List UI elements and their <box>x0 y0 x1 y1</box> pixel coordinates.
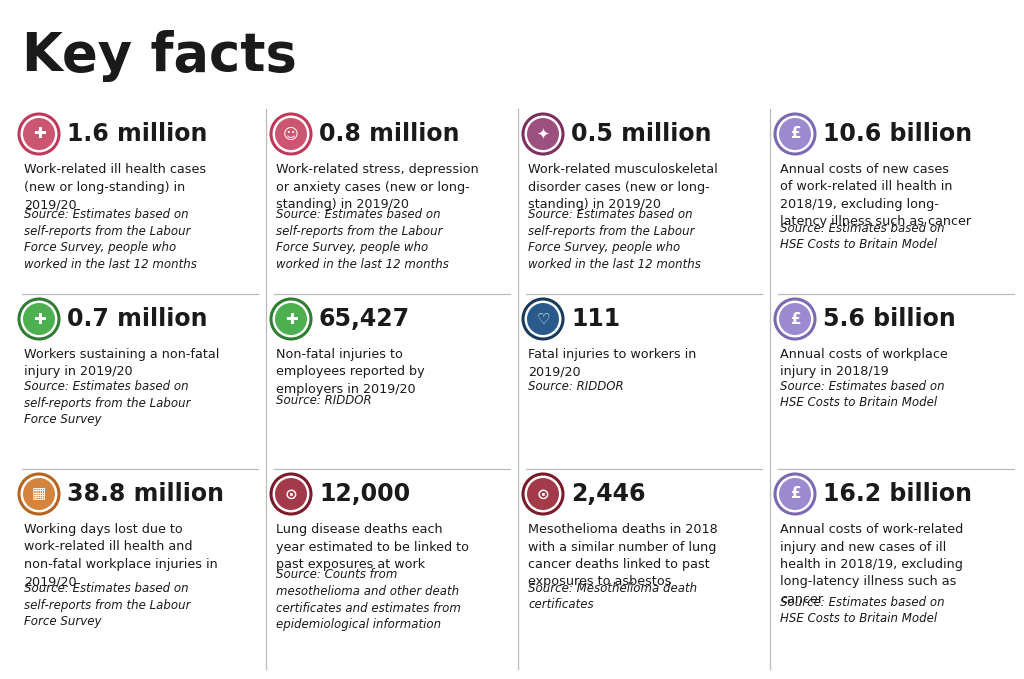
Text: ✚: ✚ <box>33 312 45 327</box>
Circle shape <box>275 118 307 150</box>
Text: 2,446: 2,446 <box>571 482 645 506</box>
Text: Work-related stress, depression
or anxiety cases (new or long-
standing) in 2019: Work-related stress, depression or anxie… <box>276 163 479 211</box>
Text: Source: RIDDOR: Source: RIDDOR <box>276 394 372 407</box>
Text: Lung disease deaths each
year estimated to be linked to
past exposures at work: Lung disease deaths each year estimated … <box>276 523 469 571</box>
Text: Source: Estimates based on
self-reports from the Labour
Force Survey, people who: Source: Estimates based on self-reports … <box>276 208 449 271</box>
Text: Work-related musculoskeletal
disorder cases (new or long-
standing) in 2019/20: Work-related musculoskeletal disorder ca… <box>528 163 718 211</box>
Text: Source: Estimates based on
HSE Costs to Britain Model: Source: Estimates based on HSE Costs to … <box>780 222 944 251</box>
Text: Source: Estimates based on
HSE Costs to Britain Model: Source: Estimates based on HSE Costs to … <box>780 380 944 409</box>
Text: 38.8 million: 38.8 million <box>67 482 224 506</box>
Text: ☺: ☺ <box>283 126 299 141</box>
Text: Annual costs of workplace
injury in 2018/19: Annual costs of workplace injury in 2018… <box>780 348 948 378</box>
Text: Annual costs of work-related
injury and new cases of ill
health in 2018/19, excl: Annual costs of work-related injury and … <box>780 523 964 606</box>
Text: Source: Estimates based on
self-reports from the Labour
Force Survey: Source: Estimates based on self-reports … <box>24 582 190 628</box>
Text: 1.6 million: 1.6 million <box>67 122 208 146</box>
Text: Working days lost due to
work-related ill health and
non-fatal workplace injurie: Working days lost due to work-related il… <box>24 523 218 589</box>
Text: 0.8 million: 0.8 million <box>319 122 460 146</box>
Text: ✚: ✚ <box>285 312 297 327</box>
Text: 0.7 million: 0.7 million <box>67 307 208 331</box>
Circle shape <box>275 478 307 510</box>
Text: Source: Mesothelioma death
certificates: Source: Mesothelioma death certificates <box>528 582 697 612</box>
Text: Workers sustaining a non-fatal
injury in 2019/20: Workers sustaining a non-fatal injury in… <box>24 348 219 378</box>
Text: 5.6 billion: 5.6 billion <box>823 307 955 331</box>
Circle shape <box>527 303 559 335</box>
Circle shape <box>527 478 559 510</box>
Text: 0.5 million: 0.5 million <box>571 122 712 146</box>
Circle shape <box>779 303 811 335</box>
Text: ✦: ✦ <box>537 126 549 141</box>
Text: 10.6 billion: 10.6 billion <box>823 122 972 146</box>
Circle shape <box>275 303 307 335</box>
Text: Source: RIDDOR: Source: RIDDOR <box>528 380 624 393</box>
Text: Fatal injuries to workers in
2019/20: Fatal injuries to workers in 2019/20 <box>528 348 696 378</box>
Text: 65,427: 65,427 <box>319 307 411 331</box>
Text: Source: Estimates based on
self-reports from the Labour
Force Survey: Source: Estimates based on self-reports … <box>24 380 190 426</box>
Circle shape <box>779 478 811 510</box>
Text: Source: Estimates based on
HSE Costs to Britain Model: Source: Estimates based on HSE Costs to … <box>780 595 944 625</box>
Text: 16.2 billion: 16.2 billion <box>823 482 972 506</box>
Text: Work-related ill health cases
(new or long-standing) in
2019/20: Work-related ill health cases (new or lo… <box>24 163 206 211</box>
Text: £: £ <box>790 126 800 141</box>
Text: Source: Estimates based on
self-reports from the Labour
Force Survey, people who: Source: Estimates based on self-reports … <box>528 208 700 271</box>
Text: ✚: ✚ <box>33 126 45 141</box>
Text: ▦: ▦ <box>32 486 46 502</box>
Text: 12,000: 12,000 <box>319 482 411 506</box>
Text: Mesothelioma deaths in 2018
with a similar number of lung
cancer deaths linked t: Mesothelioma deaths in 2018 with a simil… <box>528 523 718 589</box>
Text: ⊙: ⊙ <box>537 486 549 502</box>
Circle shape <box>23 478 55 510</box>
Text: 111: 111 <box>571 307 621 331</box>
Text: Non-fatal injuries to
employees reported by
employers in 2019/20: Non-fatal injuries to employees reported… <box>276 348 425 396</box>
Circle shape <box>779 118 811 150</box>
Text: ⊙: ⊙ <box>285 486 297 502</box>
Circle shape <box>23 303 55 335</box>
Text: £: £ <box>790 486 800 502</box>
Circle shape <box>23 118 55 150</box>
Text: Annual costs of new cases
of work-related ill health in
2018/19, excluding long-: Annual costs of new cases of work-relate… <box>780 163 971 229</box>
Text: Source: Counts from
mesothelioma and other death
certificates and estimates from: Source: Counts from mesothelioma and oth… <box>276 568 461 631</box>
Text: Key facts: Key facts <box>22 30 297 82</box>
Text: ♡: ♡ <box>537 312 550 327</box>
Text: Source: Estimates based on
self-reports from the Labour
Force Survey, people who: Source: Estimates based on self-reports … <box>24 208 197 271</box>
Circle shape <box>527 118 559 150</box>
Text: £: £ <box>790 312 800 327</box>
